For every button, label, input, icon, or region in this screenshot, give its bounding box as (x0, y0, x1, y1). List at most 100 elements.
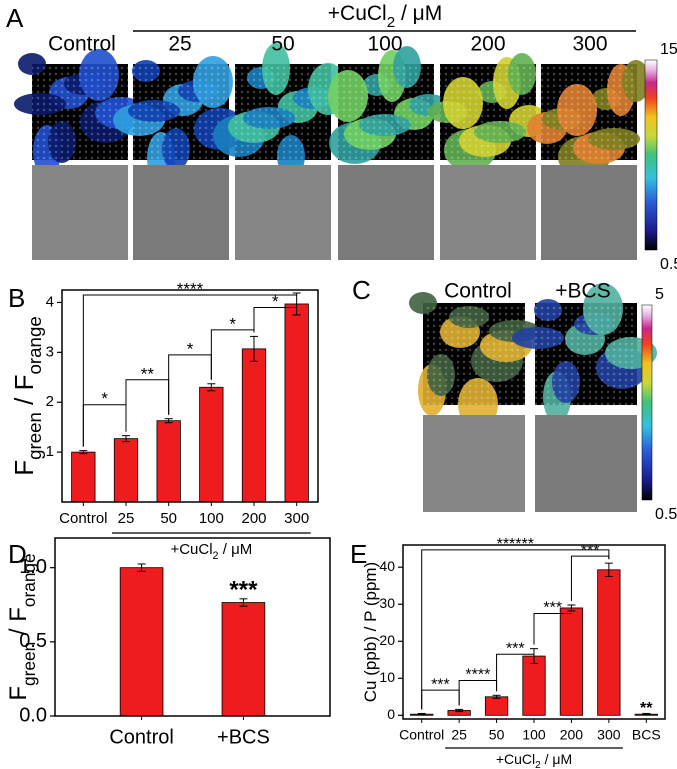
significance-label: * (101, 389, 108, 408)
x-tick-label: 200 (560, 727, 584, 743)
colorbar-label: 0.5 (655, 506, 677, 523)
plot-frame (402, 544, 666, 720)
label-part: green (19, 642, 39, 686)
significance-label: **** (465, 667, 490, 684)
label-part: F (9, 460, 39, 476)
label-part: 2 (213, 550, 219, 562)
brightfield-image (338, 165, 434, 260)
error-bar (207, 383, 216, 392)
significance-label: * (187, 339, 194, 358)
label: +CuCl2 / μM (170, 541, 252, 562)
label-part: F (5, 686, 32, 701)
brightfield-image (440, 165, 536, 260)
bar (522, 655, 546, 716)
y-tick-label: 3 (46, 343, 54, 360)
bar (119, 567, 164, 717)
x-tick-label: 100 (199, 510, 224, 527)
bar (559, 607, 584, 716)
error-bar (604, 562, 613, 577)
bar (71, 451, 96, 503)
image-texture (541, 64, 637, 160)
column-label: +BCS (555, 280, 610, 303)
label: +CuCl2 / μM (328, 2, 442, 31)
column-label: Control (48, 33, 116, 56)
colorbar-label: 15 (660, 41, 677, 58)
label-part: 2 (535, 760, 541, 769)
x-tick-label: Control (399, 727, 444, 743)
y-tick-label: 20 (379, 632, 395, 648)
y-tick-label: 0.5 (19, 630, 47, 652)
y-tick-label: 30 (379, 595, 395, 611)
column-label: 200 (470, 33, 505, 56)
x-tick-label: Control (59, 510, 107, 527)
label-part: / μM (541, 751, 572, 767)
column-label: 25 (168, 33, 191, 56)
significance-label: ****** (497, 536, 534, 553)
image-texture (133, 64, 229, 160)
column-label: 50 (271, 33, 294, 56)
bar (597, 569, 621, 716)
plot-frame (61, 289, 319, 503)
y-tick-label: 40 (379, 558, 395, 574)
error-bar (250, 335, 258, 362)
column-label: 300 (572, 33, 607, 56)
label: Cu (ppb) / P (ppm) (361, 562, 380, 702)
significance-label: **** (177, 279, 204, 298)
label-part: +CuCl (328, 2, 387, 25)
y-tick-label: 10 (379, 669, 395, 685)
image-texture (32, 64, 128, 160)
significance-bracket (82, 294, 297, 447)
error-bar (455, 708, 464, 713)
image-texture (338, 64, 434, 160)
bar (156, 420, 181, 503)
x-tick-label: 50 (160, 510, 177, 527)
bar (241, 348, 267, 503)
x-tick-label: Control (109, 726, 173, 748)
error-bar (530, 648, 538, 664)
significance-label: * (229, 314, 236, 333)
x-tick-label: 200 (241, 510, 266, 527)
x-tick-label: 300 (597, 727, 621, 743)
error-bar (417, 712, 426, 716)
error-bar (292, 292, 301, 316)
y-tick-label: 1 (46, 443, 54, 460)
significance-label: *** (229, 577, 258, 604)
x-tick-label: 300 (284, 510, 309, 527)
brightfield-image (423, 415, 525, 512)
y-tick-label: 0 (387, 706, 395, 722)
error-bar (567, 604, 576, 612)
label-part: / μM (219, 541, 253, 558)
label-part: +CuCl (170, 541, 212, 558)
significance-bracket (496, 653, 534, 692)
label: +CuCl2 / μM (496, 751, 572, 769)
error-bar (239, 598, 248, 607)
significance-label: ** (141, 364, 155, 383)
y-tick-label: 0.0 (19, 704, 47, 726)
significance-bracket (253, 306, 297, 333)
colorbar (644, 59, 658, 251)
panel-letter: C (352, 275, 371, 305)
panel-letter: E (350, 539, 367, 569)
error-bar (79, 450, 88, 455)
x-tick-label: 25 (451, 727, 467, 743)
colorbar (641, 304, 653, 501)
x-tick-label: 50 (489, 727, 505, 743)
y-tick-label: 1.0 (19, 556, 47, 578)
error-bar (492, 694, 501, 699)
label-part: / μM (395, 2, 442, 25)
x-tick-label: 100 (522, 727, 546, 743)
colorbar-label: 5 (655, 286, 664, 303)
image-texture (235, 64, 331, 160)
label-part: Cu (ppb) / P (ppm) (361, 562, 380, 702)
bar (221, 602, 266, 717)
y-tick-label: 2 (46, 393, 54, 410)
brightfield-image (32, 165, 128, 260)
error-bar (137, 563, 146, 572)
image-texture (423, 303, 525, 405)
error-bar (122, 435, 130, 443)
significance-label: *** (543, 600, 562, 617)
brightfield-image (235, 165, 331, 260)
error-bar (164, 418, 173, 424)
error-bar (642, 712, 651, 716)
x-tick-label: +BCS (217, 726, 270, 748)
